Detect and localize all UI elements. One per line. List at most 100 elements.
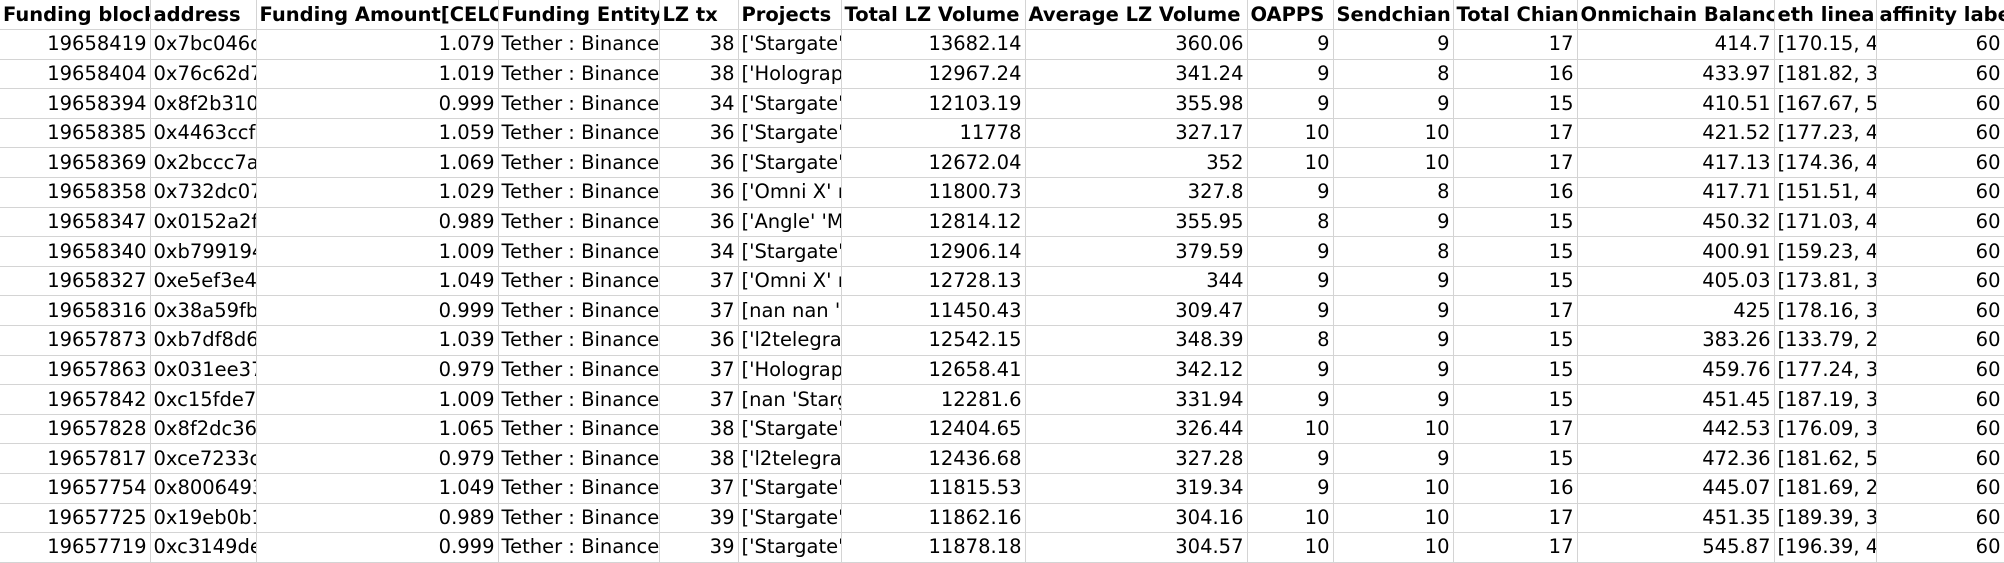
col-oapps-cell[interactable]: 10 [1247,147,1334,179]
col-funding-block-cell[interactable]: 19658394 [0,88,151,119]
col-eth-linea-cell[interactable]: [170.15, 40 [1774,29,1877,60]
col-onmichain-balance-cell[interactable]: 383.26 [1577,325,1775,356]
col-total-chian-cell[interactable]: 17 [1453,295,1578,327]
col-projects-cell[interactable]: ['Holograp [738,355,842,386]
col-oapps-cell[interactable]: 8 [1247,325,1334,356]
col-eth-linea-cell[interactable]: [171.03, 42 [1774,207,1877,238]
col-funding-block-cell[interactable]: 19658327 [0,266,151,297]
col-funding-block-cell[interactable]: 19658347 [0,207,151,238]
col-average-lz-volume-cell[interactable]: 327.8 [1025,177,1248,208]
col-oapps-cell[interactable]: 9 [1247,473,1334,504]
col-funding-entity-cell[interactable]: Tether : Binance [498,473,660,504]
col-address-header[interactable]: address [150,0,257,31]
col-total-chian-cell[interactable]: 16 [1453,177,1578,208]
col-funding-amount-cell[interactable]: 0.989 [256,503,499,534]
col-address-cell[interactable]: 0x38a59fb [150,295,257,327]
col-lz-tx-cell[interactable]: 39 [659,503,739,534]
col-average-lz-volume-cell[interactable]: 319.34 [1025,473,1248,504]
col-address-cell[interactable]: 0xc15fde7 [150,384,257,415]
col-onmichain-balance-cell[interactable]: 459.76 [1577,355,1775,386]
col-funding-block-cell[interactable]: 19657863 [0,355,151,386]
col-total-lz-volume-cell[interactable]: 11800.73 [841,177,1026,208]
col-funding-amount-cell[interactable]: 1.065 [256,414,499,445]
col-onmichain-balance-cell[interactable]: 400.91 [1577,236,1775,267]
col-average-lz-volume-cell[interactable]: 331.94 [1025,384,1248,415]
col-funding-entity-cell[interactable]: Tether : Binance [498,207,660,238]
col-sendchian-cell[interactable]: 9 [1333,295,1454,327]
col-total-chian-cell[interactable]: 15 [1453,236,1578,267]
col-address-cell[interactable]: 0x031ee37 [150,355,257,386]
col-funding-block-cell[interactable]: 19657873 [0,325,151,356]
col-total-chian-cell[interactable]: 15 [1453,266,1578,297]
col-affinity-label-cell[interactable]: 60 [1876,325,2004,356]
col-lz-tx-cell[interactable]: 37 [659,355,739,386]
col-oapps-cell[interactable]: 9 [1247,295,1334,327]
col-eth-linea-cell[interactable]: [177.23, 42 [1774,118,1877,149]
col-onmichain-balance-cell[interactable]: 451.45 [1577,384,1775,415]
col-eth-linea-cell[interactable]: [181.62, 53 [1774,443,1877,474]
col-funding-amount-cell[interactable]: 0.979 [256,355,499,386]
col-onmichain-balance-cell[interactable]: 445.07 [1577,473,1775,504]
col-projects-cell[interactable]: ['l2telegrap [738,443,842,474]
col-eth-linea-cell[interactable]: [159.23, 43 [1774,236,1877,267]
col-address-cell[interactable]: 0x76c62d7 [150,59,257,90]
col-affinity-label-cell[interactable]: 60 [1876,177,2004,208]
col-lz-tx-cell[interactable]: 39 [659,532,739,563]
col-sendchian-cell[interactable]: 10 [1333,532,1454,563]
col-funding-entity-cell[interactable]: Tether : Binance [498,414,660,445]
col-total-chian-header[interactable]: Total Chian [1453,0,1578,31]
col-sendchian-cell[interactable]: 10 [1333,118,1454,149]
col-average-lz-volume-cell[interactable]: 355.98 [1025,88,1248,119]
col-average-lz-volume-cell[interactable]: 304.57 [1025,532,1248,563]
col-lz-tx-cell[interactable]: 38 [659,59,739,90]
col-oapps-cell[interactable]: 9 [1247,355,1334,386]
col-funding-entity-cell[interactable]: Tether : Binance [498,59,660,90]
col-oapps-cell[interactable]: 9 [1247,236,1334,267]
col-total-chian-cell[interactable]: 16 [1453,59,1578,90]
col-funding-block-cell[interactable]: 19658369 [0,147,151,179]
col-projects-cell[interactable]: ['Angle' 'M [738,207,842,238]
col-total-lz-volume-cell[interactable]: 11862.16 [841,503,1026,534]
col-affinity-label-cell[interactable]: 60 [1876,532,2004,563]
col-sendchian-cell[interactable]: 9 [1333,207,1454,238]
col-lz-tx-cell[interactable]: 36 [659,177,739,208]
col-lz-tx-header[interactable]: LZ tx [659,0,739,31]
col-affinity-label-cell[interactable]: 60 [1876,473,2004,504]
col-oapps-cell[interactable]: 9 [1247,266,1334,297]
col-eth-linea-cell[interactable]: [176.09, 32 [1774,414,1877,445]
col-address-cell[interactable]: 0x8f2dc36 [150,414,257,445]
col-average-lz-volume-cell[interactable]: 360.06 [1025,29,1248,60]
col-funding-amount-cell[interactable]: 1.049 [256,266,499,297]
col-address-cell[interactable]: 0x8006493 [150,473,257,504]
col-total-lz-volume-cell[interactable]: 12906.14 [841,236,1026,267]
col-average-lz-volume-cell[interactable]: 348.39 [1025,325,1248,356]
col-address-cell[interactable]: 0xe5ef3e4 [150,266,257,297]
col-lz-tx-cell[interactable]: 36 [659,325,739,356]
col-onmichain-balance-cell[interactable]: 472.36 [1577,443,1775,474]
col-projects-header[interactable]: Projects [738,0,842,31]
col-funding-block-header[interactable]: Funding block [0,0,151,31]
col-funding-block-cell[interactable]: 19658316 [0,295,151,327]
col-total-lz-volume-cell[interactable]: 11778 [841,118,1026,149]
col-projects-cell[interactable]: ['Omni X' r [738,266,842,297]
col-funding-entity-cell[interactable]: Tether : Binance [498,266,660,297]
col-funding-entity-cell[interactable]: Tether : Binance [498,147,660,179]
col-funding-amount-cell[interactable]: 1.009 [256,384,499,415]
col-onmichain-balance-header[interactable]: Onmichain Balance [1577,0,1775,31]
col-onmichain-balance-cell[interactable]: 405.03 [1577,266,1775,297]
col-affinity-label-cell[interactable]: 60 [1876,503,2004,534]
col-lz-tx-cell[interactable]: 37 [659,266,739,297]
col-affinity-label-cell[interactable]: 60 [1876,236,2004,267]
col-affinity-label-header[interactable]: affinity label [1876,0,2004,31]
col-average-lz-volume-cell[interactable]: 341.24 [1025,59,1248,90]
col-sendchian-cell[interactable]: 8 [1333,236,1454,267]
col-average-lz-volume-cell[interactable]: 352 [1025,147,1248,179]
col-affinity-label-cell[interactable]: 60 [1876,118,2004,149]
col-oapps-cell[interactable]: 9 [1247,384,1334,415]
col-total-chian-cell[interactable]: 15 [1453,355,1578,386]
col-eth-linea-cell[interactable]: [151.51, 49 [1774,177,1877,208]
col-oapps-cell[interactable]: 9 [1247,59,1334,90]
col-funding-amount-cell[interactable]: 0.999 [256,88,499,119]
col-address-cell[interactable]: 0x8f2b310 [150,88,257,119]
col-total-chian-cell[interactable]: 15 [1453,325,1578,356]
